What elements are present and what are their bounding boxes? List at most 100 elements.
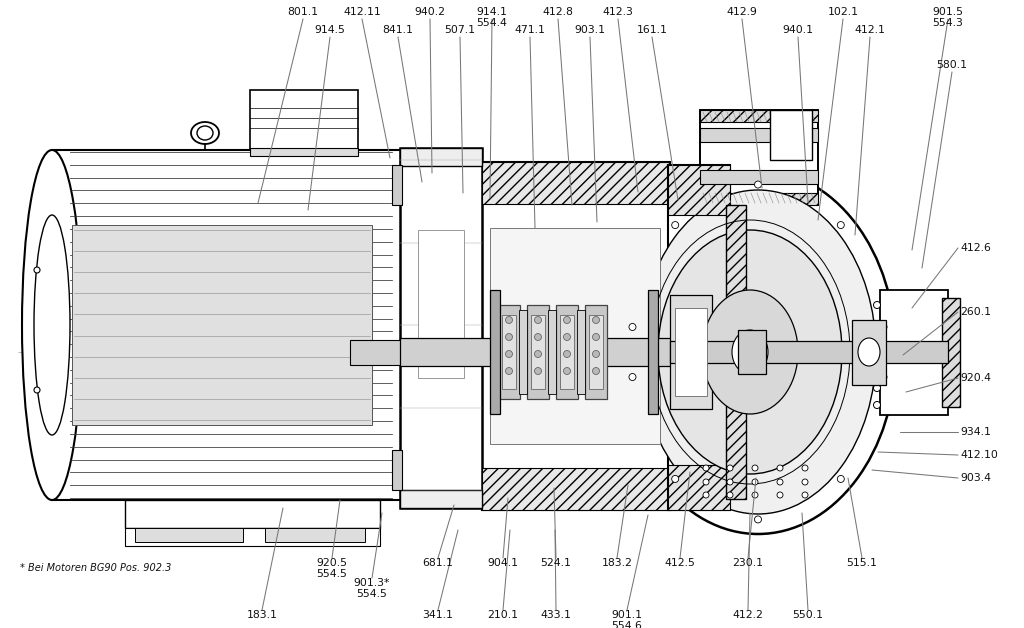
Bar <box>490 228 660 444</box>
Bar <box>700 170 818 184</box>
Bar <box>548 310 556 394</box>
Text: 183.2: 183.2 <box>601 558 633 568</box>
Ellipse shape <box>629 323 636 330</box>
Bar <box>585 305 607 399</box>
Text: 903.1: 903.1 <box>574 25 605 35</box>
Text: 550.1: 550.1 <box>793 610 823 620</box>
Bar <box>700 128 818 142</box>
Bar <box>589 315 603 389</box>
Text: 412.9: 412.9 <box>727 7 758 17</box>
Text: 412.3: 412.3 <box>602 7 634 17</box>
Text: 580.1: 580.1 <box>937 60 968 70</box>
Ellipse shape <box>777 479 783 485</box>
Text: 412.10: 412.10 <box>961 450 997 460</box>
Bar <box>556 305 578 399</box>
Ellipse shape <box>873 384 881 391</box>
Bar <box>482 162 670 510</box>
Ellipse shape <box>755 181 762 188</box>
Text: 412.8: 412.8 <box>543 7 573 17</box>
Ellipse shape <box>34 215 70 435</box>
Text: 471.1: 471.1 <box>515 25 546 35</box>
Ellipse shape <box>535 333 542 340</box>
Bar <box>482 468 670 510</box>
Ellipse shape <box>880 374 887 381</box>
Ellipse shape <box>672 475 679 482</box>
Ellipse shape <box>535 350 542 357</box>
Bar <box>350 340 402 365</box>
Text: 940.2: 940.2 <box>415 7 445 17</box>
Bar <box>392 450 402 490</box>
Ellipse shape <box>727 492 733 498</box>
Text: 412.2: 412.2 <box>732 610 764 620</box>
Bar <box>648 290 658 414</box>
Ellipse shape <box>702 290 798 414</box>
Ellipse shape <box>777 492 783 498</box>
Text: 904.1: 904.1 <box>487 558 518 568</box>
Text: 515.1: 515.1 <box>847 558 878 568</box>
Text: 433.1: 433.1 <box>541 610 571 620</box>
Ellipse shape <box>593 367 599 374</box>
Ellipse shape <box>727 479 733 485</box>
Bar <box>52 150 402 500</box>
Bar <box>531 315 545 389</box>
Ellipse shape <box>838 475 845 482</box>
Ellipse shape <box>672 222 679 229</box>
Bar <box>490 290 500 414</box>
Ellipse shape <box>873 301 881 308</box>
Ellipse shape <box>593 350 599 357</box>
Text: 934.1: 934.1 <box>961 427 991 437</box>
Bar <box>400 148 482 166</box>
Ellipse shape <box>755 516 762 523</box>
Text: 681.1: 681.1 <box>423 558 454 568</box>
Text: 554.5: 554.5 <box>356 589 387 599</box>
Bar <box>668 465 730 510</box>
Ellipse shape <box>802 465 808 471</box>
Bar <box>135 528 243 542</box>
Bar <box>400 338 680 366</box>
Ellipse shape <box>506 317 512 323</box>
Ellipse shape <box>873 357 881 364</box>
Bar <box>560 315 574 389</box>
Text: 841.1: 841.1 <box>383 25 414 35</box>
Ellipse shape <box>703 465 709 471</box>
Text: 183.1: 183.1 <box>247 610 278 620</box>
Ellipse shape <box>563 333 570 340</box>
Ellipse shape <box>658 230 842 474</box>
Ellipse shape <box>22 150 82 500</box>
Text: 341.1: 341.1 <box>423 610 454 620</box>
Text: 102.1: 102.1 <box>827 7 858 17</box>
Ellipse shape <box>506 367 512 374</box>
Bar <box>670 341 948 363</box>
Text: 210.1: 210.1 <box>487 610 518 620</box>
Bar <box>577 310 585 394</box>
Bar <box>502 315 516 389</box>
Text: 940.1: 940.1 <box>782 25 813 35</box>
Ellipse shape <box>873 401 881 408</box>
Bar <box>675 308 707 396</box>
Ellipse shape <box>535 317 542 323</box>
Bar <box>72 225 372 425</box>
Bar <box>700 110 818 122</box>
Ellipse shape <box>802 492 808 498</box>
Bar <box>250 148 358 156</box>
Ellipse shape <box>593 333 599 340</box>
Bar <box>852 320 886 385</box>
Text: 507.1: 507.1 <box>444 25 475 35</box>
Text: 412.1: 412.1 <box>855 25 886 35</box>
Text: 914.5: 914.5 <box>314 25 345 35</box>
Ellipse shape <box>34 267 40 273</box>
Ellipse shape <box>563 350 570 357</box>
Bar <box>400 148 482 508</box>
Bar <box>670 295 712 409</box>
Bar <box>700 110 818 205</box>
Text: 554.3: 554.3 <box>933 18 964 28</box>
Bar <box>770 110 812 160</box>
Ellipse shape <box>629 374 636 381</box>
Bar <box>125 528 380 546</box>
Text: 554.5: 554.5 <box>316 569 347 579</box>
Bar <box>482 162 670 204</box>
Bar <box>668 165 730 510</box>
Ellipse shape <box>838 222 845 229</box>
Text: 914.1: 914.1 <box>476 7 508 17</box>
Ellipse shape <box>858 338 880 366</box>
